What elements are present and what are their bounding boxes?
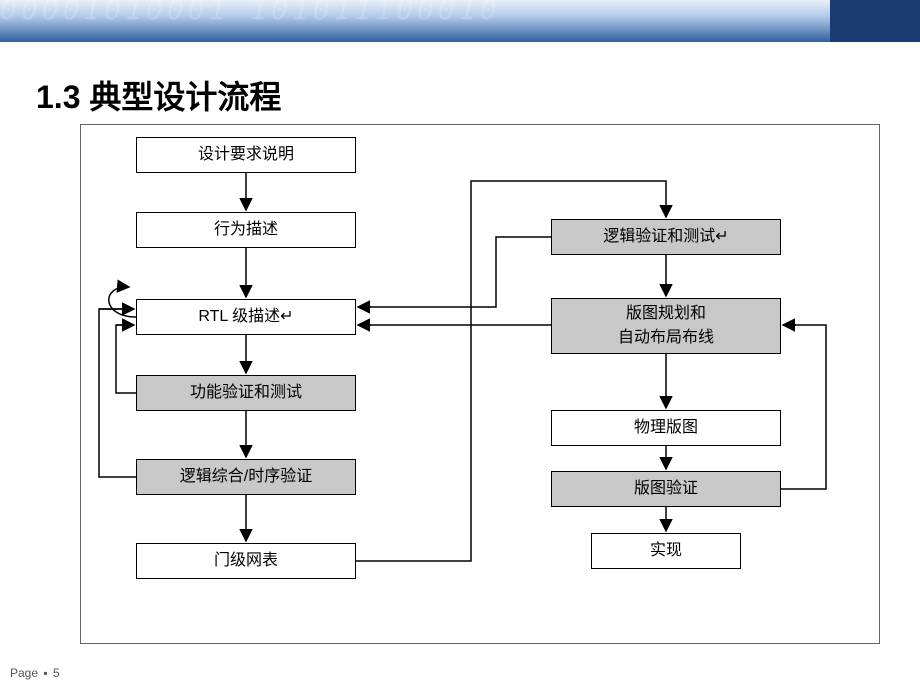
node-design-spec: 设计要求说明 [136,137,356,173]
header-corner [830,0,920,42]
node-behavior-desc: 行为描述 [136,212,356,248]
node-layout-plan: 版图规划和 自动布局布线 [551,298,781,354]
page-title: 1.3 典型设计流程 [36,72,281,118]
node-implement: 实现 [591,533,741,569]
footer-bullet-icon: ▪ [43,666,47,680]
node-rtl-desc: RTL 级描述↵ [136,299,356,335]
node-label-line1: 版图规划和 [626,302,706,326]
node-layout-verify: 版图验证 [551,471,781,507]
node-gate-netlist: 门级网表 [136,543,356,579]
header-binary-deco: 00001010001 101011100010 [0,0,920,42]
node-label: 逻辑综合/时序验证 [180,465,312,489]
node-label: 版图验证 [634,477,698,501]
node-logic-synth: 逻辑综合/时序验证 [136,459,356,495]
node-label: 逻辑验证和测试↵ [603,225,728,249]
node-func-verify: 功能验证和测试 [136,375,356,411]
node-label: RTL 级描述↵ [198,305,293,329]
node-label: 门级网表 [214,549,278,573]
node-logic-verify: 逻辑验证和测试↵ [551,219,781,255]
flowchart: 设计要求说明 行为描述 RTL 级描述↵ 功能验证和测试 逻辑综合/时序验证 门… [80,124,880,644]
node-label-line2: 自动布局布线 [618,326,714,350]
node-label: 物理版图 [634,416,698,440]
node-label: 行为描述 [214,218,278,242]
node-label: 功能验证和测试 [190,381,302,405]
node-label: 设计要求说明 [198,143,294,167]
node-physical-layout: 物理版图 [551,410,781,446]
footer-page-number: 5 [53,666,60,680]
node-label: 实现 [650,539,682,563]
footer-label: Page [10,666,38,680]
page-footer: Page ▪ 5 [10,666,60,680]
